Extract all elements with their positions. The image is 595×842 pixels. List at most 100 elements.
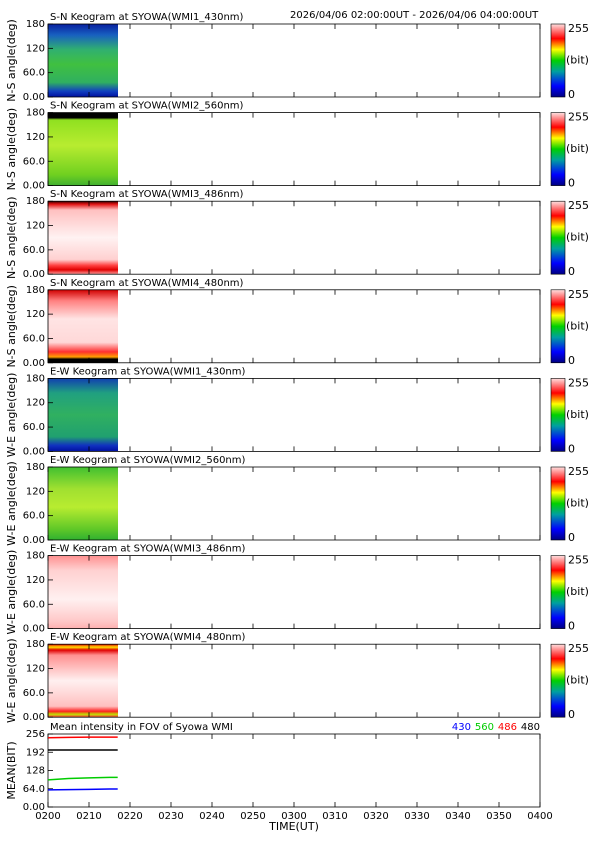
plot-frame [47,733,541,808]
y-tick-label: 192 [26,747,45,758]
y-tick-label: 180 [26,196,45,207]
colorbar-tick-label: 255 [568,376,589,389]
panel-title: S-N Keogram at SYOWA(WMI1_430nm) [50,12,244,23]
y-tick-label: 0.00 [23,358,45,369]
keogram-image [48,201,118,275]
x-axis-label: TIME(UT) [268,820,319,833]
colorbar [550,289,566,364]
y-tick-label: 0.00 [23,92,45,103]
series-line [47,776,118,781]
plot-frame [47,643,541,718]
colorbar-tick-label: 255 [568,199,589,212]
colorbar-tick-label: 255 [568,288,589,301]
plot-frame [47,555,541,629]
y-tick-label: 180 [26,373,45,384]
colorbar-tick-label: 0 [568,531,575,544]
y-axis-label: W-E angle(deg) [5,550,18,635]
plot-frame [47,112,541,186]
colorbar-tick-label: 0 [568,88,575,101]
x-tick-label: 0240 [199,811,224,822]
colorbar-tick-label: 255 [568,554,589,567]
legend-entry: 480 [521,722,540,733]
y-tick-label: 0.00 [23,269,45,280]
x-tick-label: 0310 [322,811,347,822]
colorbar-tick-label: 0 [568,354,575,367]
colorbar-label: (bit) [566,142,589,155]
x-tick-label: 0230 [158,811,183,822]
colorbar [550,466,566,541]
panel-title: E-W Keogram at SYOWA(WMI2_560nm) [50,455,246,466]
y-tick-label: 0.00 [23,712,45,723]
keogram-image [48,555,118,629]
panel-title: E-W Keogram at SYOWA(WMI1_430nm) [50,366,246,377]
time-range: 2026/04/06 02:00:00UT - 2026/04/06 04:00… [290,10,539,21]
y-tick-label: 180 [26,639,45,650]
y-tick-label: 128 [26,766,45,777]
panel-title: E-W Keogram at SYOWA(WMI3_486nm) [50,544,246,555]
y-tick-label: 60.0 [23,245,45,256]
y-tick-label: 60.0 [23,599,45,610]
colorbar-label: (bit) [566,319,589,332]
x-tick-label: 0340 [445,811,470,822]
colorbar-tick-label: 0 [568,265,575,278]
series-line [47,788,118,791]
panel-title: S-N Keogram at SYOWA(WMI3_486nm) [50,189,244,200]
panel-title: S-N Keogram at SYOWA(WMI4_480nm) [50,278,244,289]
colorbar-tick-label: 0 [568,177,575,190]
y-tick-label: 120 [26,43,45,54]
colorbar-tick-label: 0 [568,442,575,455]
colorbar-label: (bit) [566,54,589,67]
keogram-image [48,112,118,186]
colorbar-label: (bit) [566,497,589,510]
y-tick-label: 60.0 [23,511,45,522]
x-tick-label: 0300 [281,811,306,822]
x-tick-label: 0320 [363,811,388,822]
y-tick-label: 120 [26,309,45,320]
y-tick-label: 120 [26,486,45,497]
colorbar-tick-label: 0 [568,620,575,633]
y-tick-label: 120 [26,664,45,675]
colorbar-tick-label: 255 [568,642,589,655]
y-tick-label: 120 [26,575,45,586]
colorbar [550,378,566,452]
plot-frame [47,289,541,364]
plot-frame [47,200,541,275]
plot-frame [47,466,541,541]
colorbar [550,23,566,98]
y-tick-label: 180 [26,285,45,296]
y-axis-label: W-E angle(deg) [5,638,18,723]
panel-title: Mean intensity in FOV of Syowa WMI [50,722,233,733]
colorbar [550,200,566,275]
keogram-image [48,289,118,363]
panel-title: E-W Keogram at SYOWA(WMI4_480nm) [50,632,246,643]
y-tick-label: 0.00 [23,446,45,457]
y-tick-label: 180 [26,19,45,30]
y-tick-label: 120 [26,132,45,143]
colorbar-label: (bit) [566,585,589,598]
keogram-image [48,644,118,718]
y-axis-label: N-S angle(deg) [5,196,18,279]
colorbar-tick-label: 0 [568,708,575,721]
y-axis-label: N-S angle(deg) [5,285,18,368]
plot-frame [47,377,541,452]
x-tick-label: 0220 [117,811,142,822]
y-tick-label: 60.0 [23,68,45,79]
series-line [47,736,118,739]
y-axis-label: N-S angle(deg) [5,108,18,191]
y-axis-label: W-E angle(deg) [5,461,18,546]
y-tick-label: 256 [26,729,45,740]
y-tick-label: 60.0 [23,156,45,167]
y-tick-label: 0.00 [23,181,45,192]
colorbar-tick-label: 255 [568,22,589,35]
x-tick-label: 0330 [404,811,429,822]
y-tick-label: 0.00 [23,624,45,635]
y-tick-label: 60.0 [23,688,45,699]
legend-entry: 430 [452,722,471,733]
y-tick-label: 180 [26,108,45,119]
y-axis-label: N-S angle(deg) [5,19,18,102]
keogram-image [48,467,118,540]
y-axis-label: W-E angle(deg) [5,373,18,458]
y-tick-label: 64.0 [23,784,45,795]
keogram-image [48,24,118,97]
